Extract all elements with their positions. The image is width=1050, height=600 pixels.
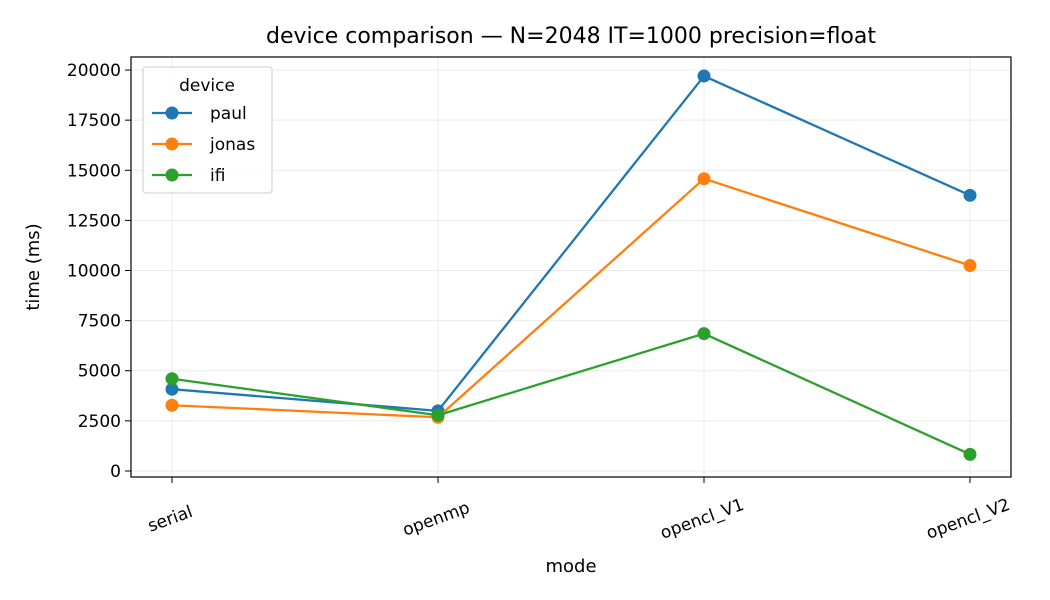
y-axis-ticks: 0 2500 5000 7500 10000 12500 15000 17500 20000 [67, 61, 131, 482]
x-tick-label: opencl_V2 [924, 495, 1013, 544]
series-jonas [165, 172, 977, 424]
data-point-paul [697, 69, 711, 83]
x-axis-label: mode [545, 556, 596, 577]
y-axis-label: time (ms) [23, 223, 44, 310]
data-point-ifi [963, 447, 977, 461]
legend-marker [165, 106, 179, 120]
y-tick-label: 12500 [67, 211, 121, 231]
legend-title: device [179, 76, 235, 96]
series-line-paul [171, 74, 971, 412]
legend: device paul jonas ifi [142, 66, 273, 194]
x-tick-label: serial [145, 502, 195, 537]
y-tick-label: 5000 [78, 362, 121, 382]
legend-box [142, 66, 273, 194]
y-tick-label: 0 [110, 462, 121, 482]
legend-entry-jonas: jonas [152, 135, 255, 155]
plot-area [130, 56, 1012, 478]
y-tick-label: 2500 [78, 412, 121, 432]
y-tick-label: 17500 [67, 111, 121, 131]
series-ifi [165, 327, 977, 461]
x-tick-label: opencl_V1 [658, 495, 747, 544]
series-line-jonas [171, 177, 971, 419]
legend-entries: paul jonas ifi [152, 104, 255, 186]
data-point-jonas [697, 172, 711, 186]
legend-label: ifi [210, 166, 225, 186]
series-paul [165, 69, 977, 418]
series-line-ifi [171, 332, 971, 456]
x-tick-label: openmp [400, 498, 472, 541]
x-axis-ticks: serial openmp opencl_V1 opencl_V2 [145, 477, 1013, 544]
legend-entry-ifi: ifi [152, 166, 225, 186]
data-point-paul [165, 382, 179, 396]
y-tick-label: 15000 [67, 161, 121, 181]
data-point-jonas [963, 258, 977, 272]
series-layer [165, 69, 977, 461]
legend-label: jonas [209, 135, 255, 155]
legend-entry-paul: paul [152, 104, 247, 124]
legend-marker [165, 137, 179, 151]
legend-label: paul [210, 104, 247, 124]
data-point-paul [963, 188, 977, 202]
data-point-ifi [431, 408, 445, 422]
data-point-jonas [165, 398, 179, 412]
y-tick-label: 20000 [67, 61, 121, 81]
y-tick-label: 7500 [78, 312, 121, 332]
legend-marker [165, 168, 179, 182]
data-point-ifi [165, 372, 179, 386]
y-tick-label: 10000 [67, 262, 121, 282]
data-point-ifi [697, 327, 711, 341]
chart-title: device comparison — N=2048 IT=1000 preci… [266, 24, 876, 49]
